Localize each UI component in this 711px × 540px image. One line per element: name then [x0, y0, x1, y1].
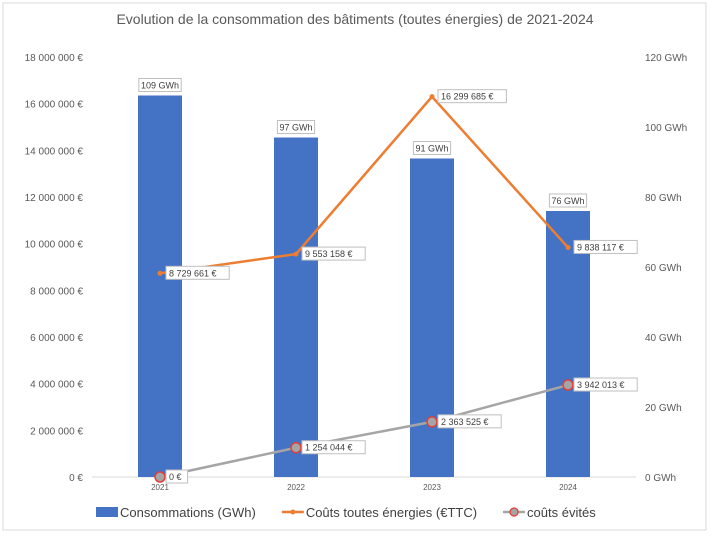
point-label-box: [165, 469, 189, 484]
point-label: 16 299 685 €: [441, 92, 494, 102]
point-label-box: [573, 239, 638, 254]
y-right-tick: 0 GWh: [645, 473, 676, 484]
legend-marker: [509, 507, 519, 517]
point-label: 3 942 013 €: [577, 380, 625, 390]
point-label: 9 838 117 €: [577, 242, 624, 252]
y-left-tick: 6 000 000 €: [30, 333, 83, 344]
point-label-box: [165, 265, 230, 280]
point: [293, 251, 299, 257]
bar-label-box: [548, 193, 588, 208]
y-right-tick: 40 GWh: [645, 333, 682, 344]
legend-label: Consommations (GWh): [120, 505, 256, 520]
point: [154, 471, 166, 483]
point-label-box: [573, 377, 638, 392]
bar-label-box: [276, 120, 316, 134]
point-label-box: [437, 414, 502, 429]
y-left-tick: 14 000 000 €: [25, 146, 84, 157]
legend-marker: [290, 509, 296, 515]
bar-label: 109 GWh: [141, 81, 179, 91]
bar: [138, 95, 182, 477]
bar-label-box: [138, 78, 182, 92]
bar-label: 97 GWh: [279, 123, 312, 133]
y-left-tick: 18 000 000 €: [25, 53, 84, 64]
bar-label: 76 GWh: [551, 196, 584, 206]
point-label-box: [437, 89, 507, 104]
legend-label: Coûts toutes énergies (€TTC): [306, 505, 477, 520]
bar-label: 91 GWh: [415, 144, 448, 154]
y-right-tick: 80 GWh: [645, 193, 682, 204]
chart-title: Evolution de la consommation des bâtimen…: [116, 11, 593, 27]
y-right-tick: 20 GWh: [645, 403, 682, 414]
x-tick: 2023: [423, 483, 441, 492]
x-tick: 2022: [287, 483, 305, 492]
series-line: [159, 383, 569, 479]
series-line: [159, 94, 569, 275]
legend-swatch: [96, 507, 118, 517]
point-label-box: [301, 246, 366, 261]
y-left-tick: 12 000 000 €: [25, 193, 84, 204]
bar: [274, 137, 318, 477]
point-label-box: [301, 440, 366, 455]
y-left-tick: 16 000 000 €: [25, 100, 84, 111]
y-left-tick: 2 000 000 €: [30, 426, 83, 437]
point: [290, 441, 302, 454]
point: [562, 379, 574, 391]
y-left-tick: 10 000 000 €: [25, 240, 84, 251]
point: [565, 244, 571, 250]
y-right-tick: 100 GWh: [645, 123, 687, 134]
legend-label: coûts évités: [527, 505, 596, 520]
point-label: 9 553 158 €: [305, 249, 353, 259]
y-left-tick: 4 000 000 €: [30, 380, 83, 391]
x-tick: 2021: [151, 483, 169, 492]
bar: [410, 158, 454, 477]
y-left-tick: 0 €: [69, 473, 83, 484]
bar-label-box: [412, 141, 452, 155]
point: [426, 416, 438, 428]
y-right-tick: 60 GWh: [645, 263, 682, 274]
x-tick: 2024: [559, 483, 577, 492]
point-label: 1 254 044 €: [305, 443, 353, 453]
point-label: 2 363 525 €: [441, 417, 489, 427]
point: [429, 94, 435, 100]
point-label: 8 729 661 €: [169, 268, 217, 278]
bar: [546, 211, 590, 477]
y-right-tick: 120 GWh: [645, 53, 687, 64]
point: [157, 270, 163, 276]
y-left-tick: 8 000 000 €: [30, 286, 83, 297]
point-label: 0 €: [169, 472, 182, 482]
